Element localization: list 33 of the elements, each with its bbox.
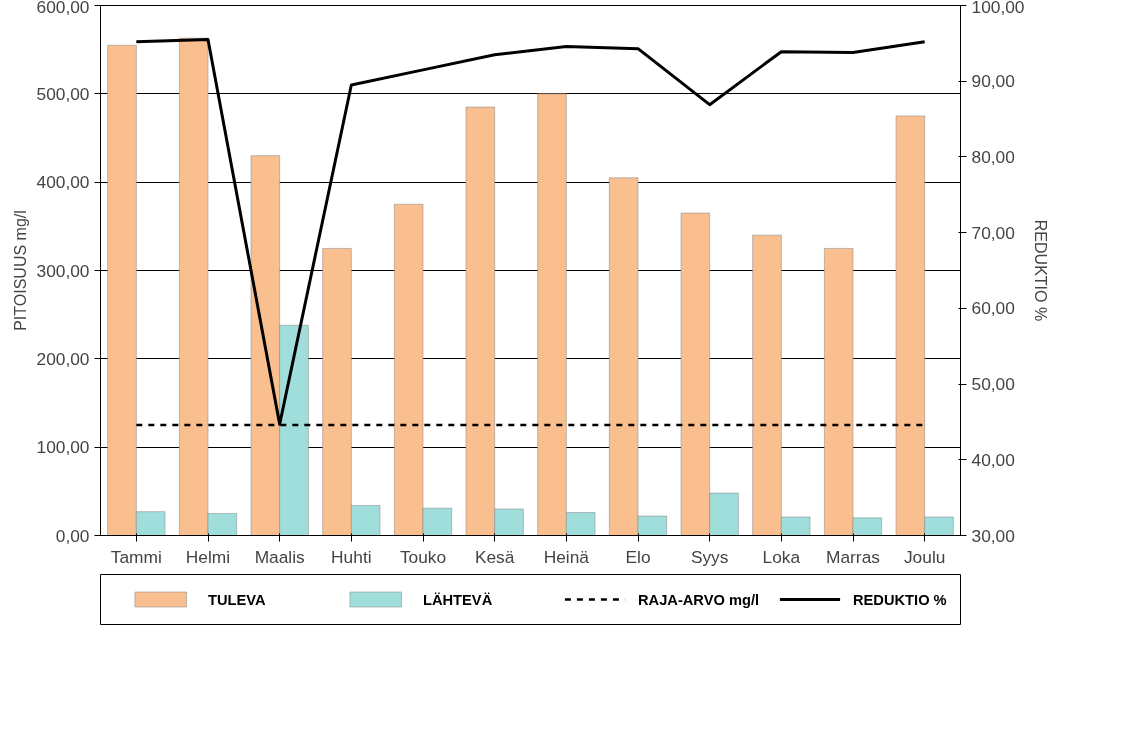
x-tick-label: Loka	[762, 546, 801, 567]
y-tick-label: 100,00	[36, 437, 90, 458]
y-tick-label: 400,00	[36, 172, 90, 193]
x-tick-label: Helmi	[185, 546, 231, 567]
legend-label: TULEVA	[208, 591, 266, 608]
y2-tick-label: 30,00	[971, 525, 1015, 546]
y2-tick-label: 60,00	[971, 298, 1015, 319]
legend-label: RAJA-ARVO mg/l	[638, 591, 760, 608]
y2-tick-label: 40,00	[971, 449, 1015, 470]
y2-tick-label: 90,00	[971, 71, 1015, 92]
x-tick-label: Syys	[690, 546, 729, 567]
y2-tick-label: 50,00	[971, 374, 1015, 395]
x-tick-label: Joulu	[903, 546, 946, 567]
x-tick-label: Heinä	[543, 546, 590, 567]
y-tick-label: 300,00	[36, 260, 90, 281]
x-tick-label: Kesä	[474, 546, 515, 567]
y-tick-label: 500,00	[36, 83, 90, 104]
y-axis-title: PITOISUUS mg/l	[11, 210, 29, 331]
y2-tick-label: 100,00	[971, 0, 1025, 17]
y2-tick-label: 80,00	[971, 146, 1015, 167]
x-tick-label: Marras	[826, 546, 881, 567]
legend-label: LÄHTEVÄ	[423, 591, 493, 608]
x-tick-label: Tammi	[110, 546, 162, 567]
x-tick-label: Huhti	[331, 546, 372, 567]
x-tick-label: Maalis	[254, 546, 306, 567]
y2-axis-title: REDUKTIO %	[1032, 219, 1050, 322]
y-tick-label: 600,00	[36, 0, 90, 17]
y-tick-label: 0,00	[55, 525, 90, 546]
x-tick-label: Elo	[625, 546, 651, 567]
y2-tick-label: 70,00	[971, 222, 1015, 243]
legend-label: REDUKTIO %	[853, 591, 947, 608]
y-tick-label: 200,00	[36, 348, 90, 369]
x-tick-label: Touko	[399, 546, 447, 567]
